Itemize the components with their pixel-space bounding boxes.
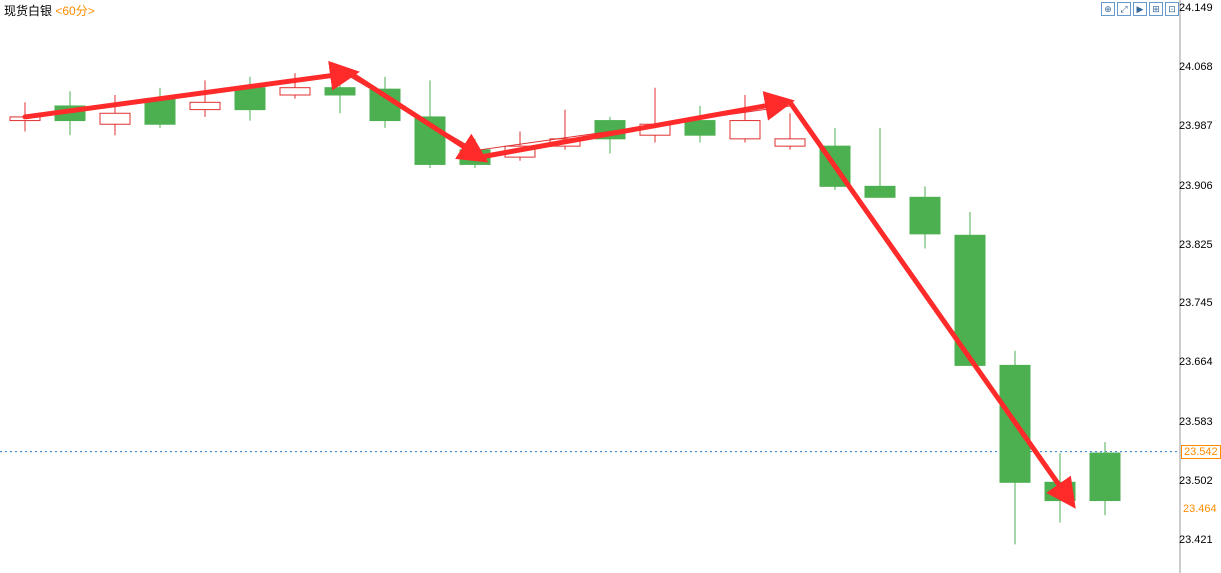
candle-body <box>280 88 310 95</box>
y-tick: 23.421 <box>1179 534 1219 546</box>
candle-body <box>730 121 760 139</box>
candle-body <box>910 197 940 234</box>
candle-body <box>235 88 265 110</box>
y-tick: 24.149 <box>1179 2 1219 14</box>
candle-body <box>190 102 220 109</box>
y-tick: 24.068 <box>1179 61 1219 73</box>
y-tick: 23.906 <box>1179 180 1219 192</box>
trend-arrow <box>790 102 1070 500</box>
y-tick: 23.664 <box>1179 356 1219 368</box>
last-price-tag: 23.542 <box>1181 445 1221 459</box>
candle-body <box>100 113 130 124</box>
candle-body <box>865 186 895 197</box>
candle-body <box>1090 453 1120 501</box>
candle-body <box>685 121 715 136</box>
candle-body <box>325 88 355 95</box>
chart-svg[interactable] <box>0 0 1221 573</box>
y-tick: 23.583 <box>1179 416 1219 428</box>
y-tick: 23.745 <box>1179 297 1219 309</box>
chart-container: 现货白银 <60分> ⊕ ⤢ ▶ ⊞ ⊡ 24.14924.06823.9872… <box>0 0 1221 573</box>
y-tick: 23.987 <box>1179 120 1219 132</box>
candle-body <box>775 139 805 146</box>
y-tick: 23.502 <box>1179 475 1219 487</box>
y-tick: 23.825 <box>1179 239 1219 251</box>
close-price-tag: 23.464 <box>1181 503 1221 515</box>
